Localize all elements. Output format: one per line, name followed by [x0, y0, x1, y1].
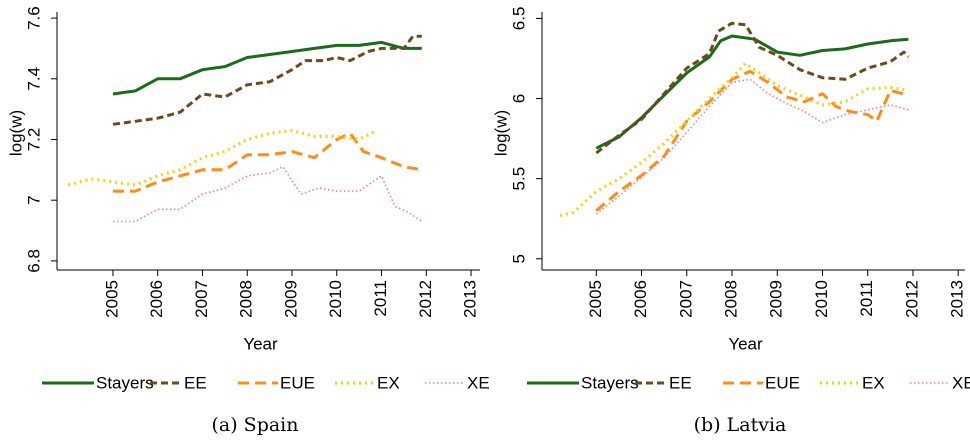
x-tick-label: 2012 [416, 280, 435, 318]
x-tick-label: 2013 [948, 280, 967, 318]
series-line [595, 69, 909, 212]
y-tick-label: 7.2 [24, 128, 43, 152]
caption: (a) Spain [211, 414, 298, 436]
y-tick-label: 7.6 [24, 6, 43, 30]
series-line [559, 61, 909, 218]
series-line [112, 40, 422, 96]
x-tick-label: 2010 [326, 280, 345, 318]
series-line [113, 166, 423, 223]
legend-label: EX [377, 373, 400, 392]
legend-label: EUE [280, 373, 315, 392]
x-tick-label: 2009 [767, 280, 786, 318]
legend-label: EX [862, 373, 885, 392]
x-tick-label: 2011 [371, 280, 390, 317]
y-axis-label: log(w) [6, 110, 25, 156]
y-tick-label: 6 [509, 94, 528, 103]
x-tick-label: 2006 [147, 280, 166, 318]
x-tick-label: 2008 [721, 280, 740, 318]
legend-label: XE [467, 373, 490, 392]
y-tick-label: 6.5 [509, 7, 528, 31]
y-axis-label: log(w) [491, 110, 510, 156]
x-tick-label: 2009 [281, 280, 300, 318]
legend-label: XE [952, 373, 970, 392]
x-tick-label: 2012 [902, 280, 921, 318]
x-tick-label: 2007 [676, 280, 695, 318]
x-tick-label: 2008 [237, 280, 256, 318]
caption: (b) Latvia [694, 414, 787, 436]
y-tick-label: 7 [24, 195, 43, 204]
series-line [595, 21, 910, 155]
x-tick-label: 2007 [192, 280, 211, 318]
legend-label: EE [669, 373, 692, 392]
x-tick-label: 2013 [461, 280, 480, 318]
legend-label: EUE [765, 373, 800, 392]
series-line [67, 128, 378, 187]
y-tick-label: 6.8 [24, 249, 43, 273]
series-line [595, 78, 909, 215]
series-line [113, 131, 423, 193]
x-tick-label: 2006 [631, 280, 650, 318]
series-line [112, 34, 422, 126]
x-axis-label: Year [728, 334, 763, 353]
x-tick-label: 2011 [857, 280, 876, 317]
x-tick-label: 2010 [812, 280, 831, 318]
x-tick-label: 2005 [586, 280, 605, 318]
legend-label: Stayers [581, 373, 639, 392]
series-line [595, 34, 909, 150]
legend-label: Stayers [96, 373, 154, 392]
legend-label: EE [184, 373, 207, 392]
y-tick-label: 5 [509, 254, 528, 263]
x-tick-label: 2005 [102, 280, 121, 318]
x-axis-label: Year [243, 334, 278, 353]
y-tick-label: 5.5 [509, 167, 528, 191]
y-tick-label: 7.4 [24, 67, 43, 91]
